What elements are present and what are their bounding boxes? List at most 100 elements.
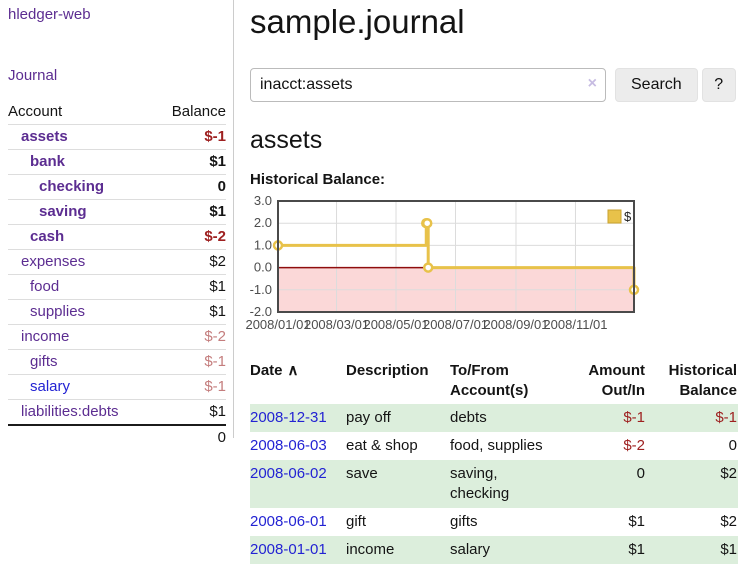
transaction-accounts: debts [450, 409, 487, 426]
account-name-cell: checking [8, 175, 154, 200]
account-link[interactable]: saving [39, 203, 87, 220]
account-row: salary $-1 [8, 374, 226, 400]
transaction-balance: $2 [720, 465, 737, 482]
account-balance: 0 [217, 178, 226, 195]
transactions-header-date[interactable]: Date ∧ [250, 358, 346, 404]
search-button[interactable]: Search [615, 68, 698, 102]
help-button[interactable]: ? [701, 68, 736, 102]
journal-link[interactable]: Journal [8, 67, 58, 84]
account-name-cell: income [8, 325, 154, 350]
account-name-cell: assets [8, 125, 154, 150]
transactions-header-balance: Historical Balance [668, 362, 737, 399]
transaction-amount: $-2 [623, 437, 645, 454]
account-row: income $-2 [8, 324, 226, 350]
transaction-description: eat & shop [346, 437, 418, 454]
transaction-date-link[interactable]: 2008-01-01 [250, 541, 327, 558]
sort-asc-icon: ∧ [287, 362, 299, 379]
transaction-description: save [346, 465, 378, 482]
svg-text:2008/09/01: 2008/09/01 [483, 317, 548, 332]
svg-text:0.0: 0.0 [254, 260, 272, 275]
transaction-row: 2008-06-01 gift gifts $1 $2 [250, 508, 738, 536]
account-name-cell: bank [8, 150, 154, 175]
account-name-cell: liabilities:debts [8, 400, 154, 426]
transaction-amount: $1 [628, 513, 645, 530]
accounts-total-spacer [8, 425, 154, 450]
account-balance: $1 [209, 153, 226, 170]
transaction-row: 2008-06-03 eat & shop food, supplies $-2 0 [250, 432, 738, 460]
svg-text:2008/07/01: 2008/07/01 [423, 317, 488, 332]
account-row: cash $-2 [8, 224, 226, 250]
account-balance: $1 [209, 278, 226, 295]
svg-text:2008/11/01: 2008/11/01 [543, 317, 607, 332]
transaction-row: 2008-01-01 income salary $1 $1 [250, 536, 738, 564]
transaction-description: income [346, 541, 395, 558]
account-balance: $-1 [204, 128, 226, 145]
transaction-balance: $-1 [715, 409, 737, 426]
historical-balance-chart: $3.0 2.0 1.0 0.0 -1.0 -2.02008/01/012008/03/0… [245, 193, 640, 332]
transaction-date-cell: 2008-06-01 [250, 508, 346, 536]
transaction-description: pay off [346, 409, 391, 426]
svg-text:2008/03/01: 2008/03/01 [304, 317, 369, 332]
transaction-accounts: salary [450, 541, 491, 558]
transaction-accounts: gifts [450, 513, 478, 530]
clear-search-icon[interactable]: × [587, 75, 597, 92]
account-balance: $2 [209, 253, 226, 270]
transactions-header-description: Description [346, 362, 429, 379]
transactions-table: Date ∧ Description To/From Account(s) Amo… [250, 358, 738, 564]
transactions-header-tofrom: To/From Account(s) [450, 362, 529, 399]
account-row: gifts $-1 [8, 349, 226, 375]
account-link[interactable]: bank [30, 153, 66, 170]
transaction-date-link[interactable]: 2008-06-01 [250, 513, 327, 530]
account-row: liabilities:debts $1 [8, 399, 226, 426]
svg-text:2.0: 2.0 [254, 215, 272, 230]
svg-text:2008/05/01: 2008/05/01 [363, 317, 428, 332]
account-balance: $-2 [204, 228, 226, 245]
svg-text:1.0: 1.0 [254, 237, 272, 252]
svg-text:2008/01/01: 2008/01/01 [245, 317, 310, 332]
account-row: bank $1 [8, 149, 226, 175]
transaction-date-cell: 2008-06-02 [250, 460, 346, 508]
transactions-header-amount: Amount Out/In [588, 362, 645, 399]
transaction-row: 2008-12-31 pay off debts $-1 $-1 [250, 404, 738, 432]
account-link[interactable]: food [30, 278, 60, 295]
sidebar: hledger-web Journal Account Balance asse… [0, 0, 234, 446]
search-input[interactable] [250, 68, 606, 102]
account-name-cell: salary [8, 375, 154, 400]
account-link[interactable]: salary [30, 378, 71, 395]
account-link[interactable]: expenses [21, 253, 86, 270]
account-link[interactable]: checking [39, 178, 105, 195]
transaction-date-cell: 2008-12-31 [250, 404, 346, 432]
transaction-date-cell: 2008-01-01 [250, 536, 346, 564]
account-balance: $1 [209, 203, 226, 220]
transaction-date-link[interactable]: 2008-06-02 [250, 465, 327, 482]
account-link[interactable]: supplies [30, 303, 86, 320]
account-link[interactable]: cash [30, 228, 65, 245]
account-name-cell: gifts [8, 350, 154, 375]
transactions-header-row: Date ∧ Description To/From Account(s) Amo… [250, 358, 738, 404]
svg-text:$: $ [624, 209, 632, 224]
transaction-accounts: saving, checking [450, 465, 510, 502]
app-title: hledger-web [8, 6, 226, 23]
account-link[interactable]: liabilities:debts [21, 403, 119, 420]
accounts-header-account: Account [8, 103, 63, 120]
transaction-amount: $-1 [623, 409, 645, 426]
account-link[interactable]: assets [21, 128, 68, 145]
svg-text:-2.0: -2.0 [250, 304, 272, 319]
main-content: sample.journal × Search ? assets Histori… [245, 0, 738, 564]
account-row: assets $-1 [8, 124, 226, 150]
account-name-cell: saving [8, 200, 154, 225]
account-link[interactable]: income [21, 328, 70, 345]
date-header-label: Date [250, 362, 283, 379]
account-link[interactable]: gifts [30, 353, 58, 370]
transaction-date-link[interactable]: 2008-12-31 [250, 409, 327, 426]
transaction-date-cell: 2008-06-03 [250, 432, 346, 460]
account-row: expenses $2 [8, 249, 226, 275]
account-row: supplies $1 [8, 299, 226, 325]
account-name-cell: cash [8, 225, 154, 250]
transaction-row: 2008-06-02 save saving, checking 0 $2 [250, 460, 738, 508]
app-title-link[interactable]: hledger-web [8, 6, 91, 23]
transaction-balance: 0 [728, 437, 737, 454]
transaction-balance: $1 [720, 541, 737, 558]
transaction-date-link[interactable]: 2008-06-03 [250, 437, 327, 454]
svg-text:-1.0: -1.0 [250, 282, 272, 297]
